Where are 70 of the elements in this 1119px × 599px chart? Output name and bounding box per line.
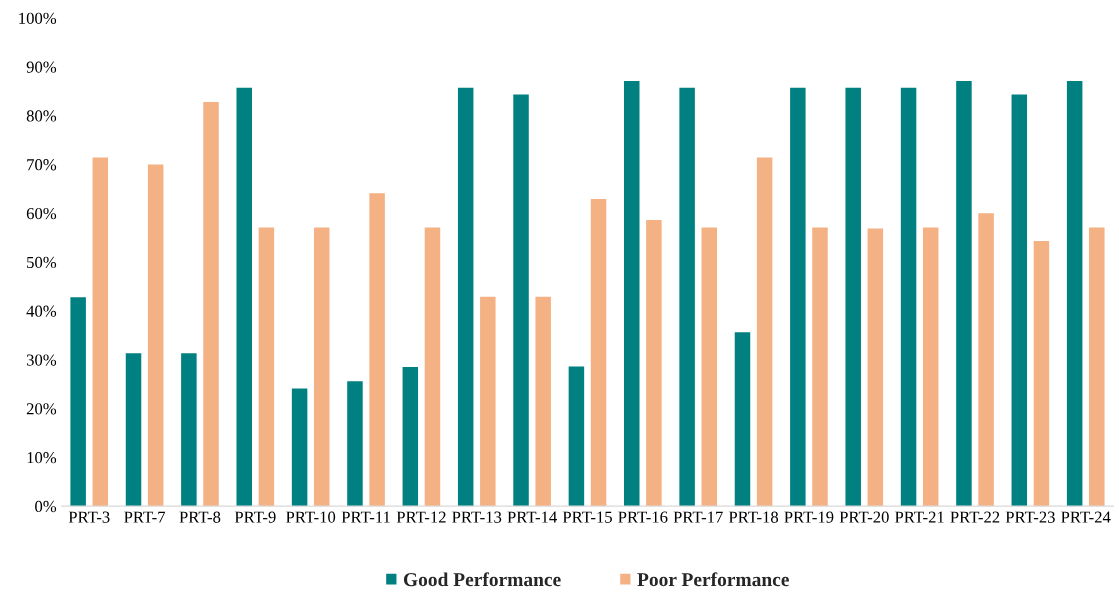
bar — [978, 213, 994, 507]
bar — [900, 87, 917, 507]
x-tick-label: PRT-17 — [673, 511, 723, 523]
bar — [369, 193, 385, 507]
x-tick-label: PRT-23 — [1005, 511, 1055, 523]
bar — [424, 227, 441, 507]
x-tick-label: PRT-19 — [784, 511, 834, 523]
x-tick-label: PRT-3 — [68, 511, 110, 523]
bar — [147, 164, 164, 507]
y-tick-label: 30% — [26, 354, 57, 366]
bar — [70, 297, 86, 507]
y-tick-label: 70% — [27, 159, 57, 171]
x-tick-label: PRT-7 — [124, 511, 166, 523]
bar — [125, 353, 142, 507]
x-tick-label: PRT-18 — [728, 511, 779, 523]
bar — [1066, 80, 1083, 507]
bar — [701, 227, 718, 507]
y-tick-label: 80% — [26, 110, 57, 122]
x-tick-label: PRT-21 — [894, 511, 944, 523]
bar — [480, 296, 496, 507]
bar — [922, 227, 939, 507]
bar — [313, 227, 330, 507]
bar — [568, 366, 585, 507]
x-tick-label: PRT-8 — [179, 511, 221, 523]
bar — [258, 227, 275, 507]
bar — [812, 227, 828, 507]
x-tick-label: PRT-22 — [950, 511, 1000, 523]
bar — [236, 87, 252, 507]
bar — [624, 80, 640, 507]
legend-label: Poor Performance — [637, 572, 789, 587]
bar — [92, 157, 109, 507]
bar — [402, 367, 419, 507]
x-tick-label: PRT-11 — [341, 511, 390, 523]
bar — [291, 388, 308, 507]
legend-label: Good Performance — [403, 572, 561, 587]
bar — [679, 87, 695, 507]
bar — [734, 332, 751, 507]
bar — [590, 199, 607, 507]
bar — [535, 296, 551, 507]
bar — [203, 101, 219, 507]
y-tick-label: 10% — [27, 452, 57, 464]
x-tick-label: PRT-15 — [562, 511, 612, 523]
y-tick-label: 40% — [26, 305, 57, 317]
x-tick-label: PRT-16 — [618, 511, 668, 523]
bar — [181, 353, 197, 507]
bar — [513, 94, 529, 507]
bar — [790, 87, 806, 507]
x-tick-label: PRT-13 — [452, 511, 502, 523]
y-tick-label: 20% — [26, 403, 57, 415]
x-tick-label: PRT-14 — [507, 511, 557, 523]
x-tick-label: PRT-12 — [396, 511, 446, 523]
x-tick-label: PRT-9 — [234, 511, 276, 523]
y-tick-label: 90% — [26, 61, 57, 73]
x-tick-label: PRT-20 — [839, 511, 889, 523]
bar — [1011, 94, 1028, 507]
bar — [1089, 227, 1105, 507]
y-tick-label: 60% — [26, 207, 57, 220]
x-tick-label: PRT-24 — [1061, 511, 1111, 523]
y-tick-label: 0% — [35, 500, 57, 513]
bar — [867, 228, 884, 507]
bar — [347, 381, 363, 507]
y-tick-label: 50% — [27, 256, 57, 269]
x-tick-label: PRT-10 — [286, 511, 336, 523]
bar — [756, 157, 773, 507]
bar — [1033, 241, 1050, 507]
bar — [845, 87, 861, 507]
bar — [457, 87, 474, 507]
y-tick-label: 100% — [19, 12, 57, 24]
bar — [956, 80, 972, 507]
bar — [646, 220, 662, 507]
